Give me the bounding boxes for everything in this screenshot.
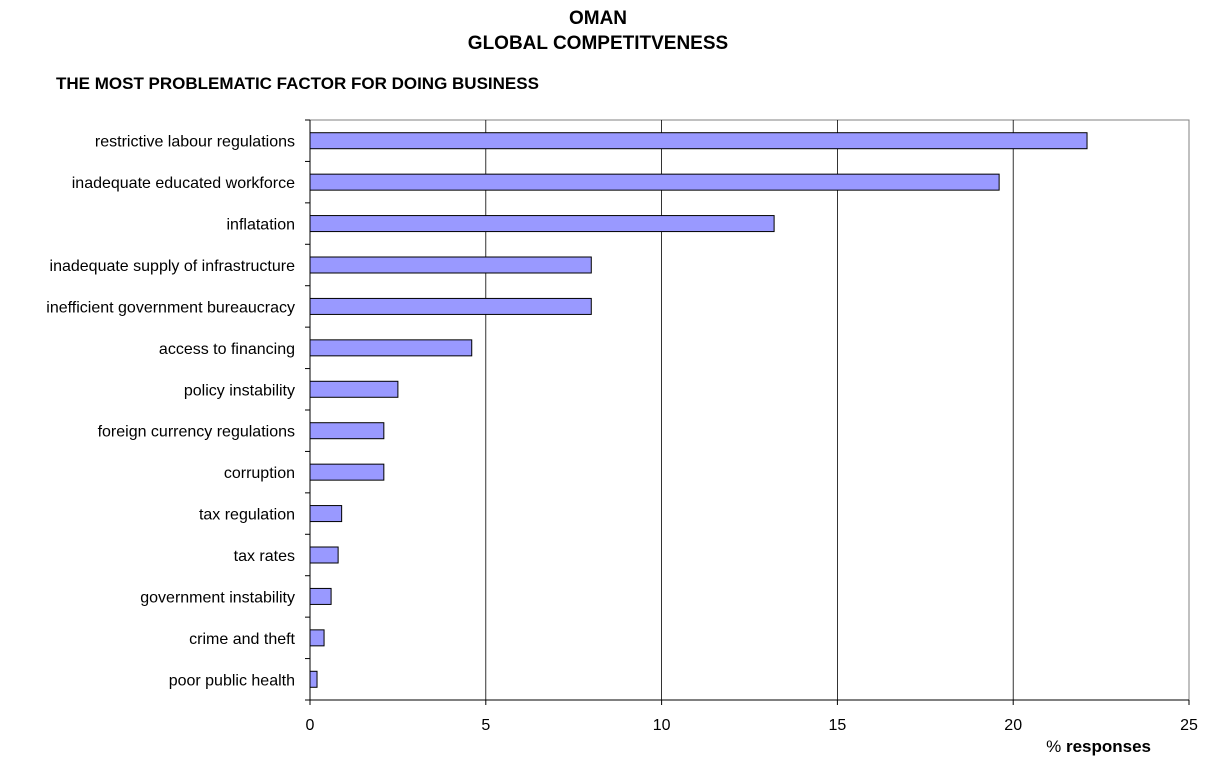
category-label: restrictive labour regulations	[95, 134, 295, 151]
bar	[309, 297, 592, 315]
category-label: inadequate supply of infrastructure	[50, 258, 296, 275]
bar	[309, 422, 385, 440]
x-tick-label: 10	[653, 717, 671, 734]
bar	[309, 463, 385, 481]
bar	[309, 173, 1000, 191]
x-tick-label: 25	[1180, 717, 1198, 734]
bar	[309, 670, 318, 688]
category-label: inefficient government bureaucracy	[46, 299, 295, 316]
bar	[309, 629, 325, 647]
x-axis-label: % responses	[1046, 737, 1151, 757]
category-label: government instability	[140, 589, 295, 606]
category-label: policy instability	[184, 382, 295, 399]
category-label: corruption	[224, 465, 295, 482]
bar	[309, 339, 473, 357]
category-label: tax rates	[234, 548, 295, 565]
bar	[309, 380, 399, 398]
bar	[309, 587, 332, 605]
category-label: tax regulation	[199, 507, 295, 524]
category-label: poor public health	[169, 672, 295, 689]
category-label: inflatation	[227, 217, 296, 234]
chart-subtitle: THE MOST PROBLEMATIC FACTOR FOR DOING BU…	[56, 74, 539, 93]
category-label: crime and theft	[189, 631, 295, 648]
bar	[309, 215, 775, 233]
x-tick-label: 5	[481, 717, 490, 734]
x-tick-label: 20	[1004, 717, 1022, 734]
chart-title-line2: GLOBAL COMPETITVENESS	[467, 33, 729, 54]
category-label: foreign currency regulations	[98, 424, 295, 441]
bar	[309, 505, 343, 523]
x-axis-label-main: responses	[1065, 737, 1151, 756]
plot-area	[309, 119, 1190, 701]
x-tick-label: 0	[306, 717, 315, 734]
x-tick-label: 15	[829, 717, 847, 734]
category-label: access to financing	[159, 341, 295, 358]
bar	[309, 256, 592, 274]
bar	[309, 546, 339, 564]
chart-title-line1: OMAN	[568, 8, 628, 29]
x-axis-label-prefix: %	[1046, 737, 1062, 756]
category-label: inadequate educated workforce	[72, 175, 295, 192]
bar	[309, 132, 1088, 150]
